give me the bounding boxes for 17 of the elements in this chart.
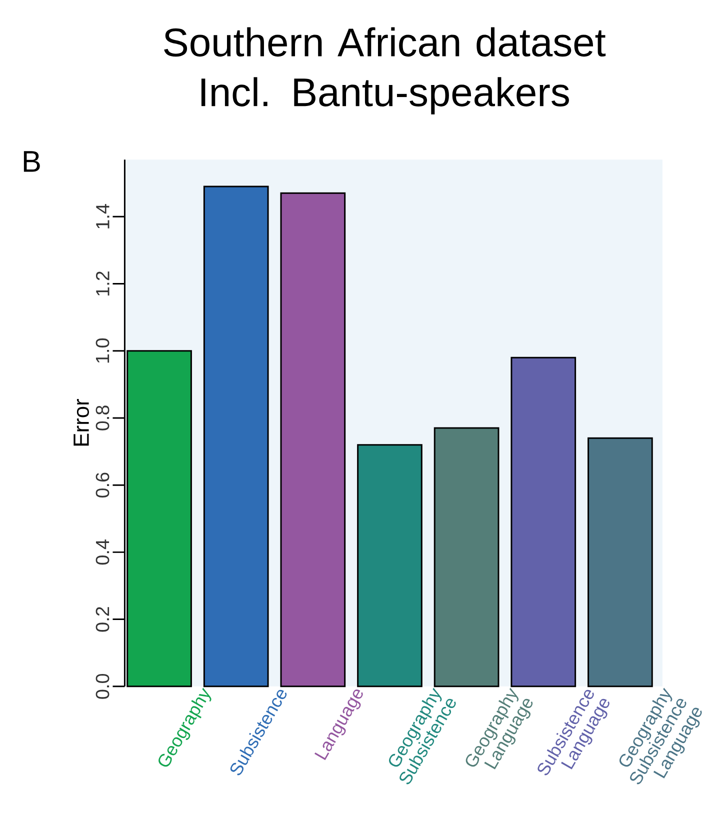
bar (588, 437, 653, 688)
y-tick-label: 1.0 (96, 338, 110, 363)
y-tick-label: 0.2 (96, 607, 110, 632)
bar (510, 356, 576, 688)
chart-title: Southern African dataset Incl. Bantu-speakers (164, 27, 606, 114)
text: B (24, 151, 40, 172)
bar (434, 427, 500, 688)
y-tick-label: 0.8 (96, 406, 110, 430)
bar (357, 444, 422, 688)
bar (280, 192, 346, 688)
y-tick-label: 1.4 (96, 204, 110, 228)
bar (203, 186, 269, 688)
y-tick-label: 1.2 (96, 272, 110, 296)
y-tick-label: 0.6 (96, 472, 110, 498)
y-tick-label: 0.0 (96, 674, 110, 699)
y-tick-label: 0.4 (96, 540, 110, 565)
y-axis-title: Error (74, 398, 89, 446)
